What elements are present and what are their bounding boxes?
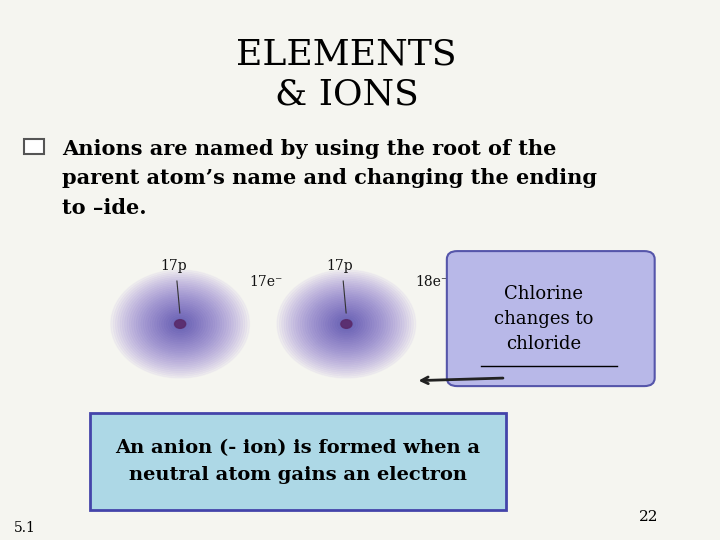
Circle shape [127, 282, 233, 366]
Circle shape [176, 320, 185, 328]
Circle shape [316, 301, 377, 347]
Circle shape [145, 297, 215, 351]
Circle shape [155, 304, 205, 344]
Circle shape [132, 286, 229, 362]
Circle shape [153, 302, 208, 346]
Circle shape [166, 313, 194, 335]
Circle shape [141, 293, 220, 355]
Circle shape [159, 308, 201, 340]
Circle shape [122, 279, 238, 369]
FancyBboxPatch shape [24, 139, 44, 154]
Circle shape [319, 302, 374, 346]
Circle shape [111, 270, 249, 378]
Circle shape [178, 322, 182, 326]
Text: ELEMENTS
& IONS: ELEMENTS & IONS [236, 38, 456, 111]
Circle shape [171, 317, 189, 331]
Circle shape [289, 279, 404, 369]
Circle shape [150, 301, 210, 347]
Circle shape [296, 285, 397, 363]
Circle shape [130, 285, 231, 363]
Circle shape [323, 306, 369, 342]
Circle shape [162, 309, 199, 339]
Circle shape [341, 320, 352, 328]
Circle shape [134, 288, 226, 360]
Circle shape [302, 290, 390, 358]
Circle shape [314, 299, 379, 349]
Circle shape [298, 286, 395, 362]
FancyBboxPatch shape [90, 413, 505, 510]
Text: An anion (- ion) is formed when a
neutral atom gains an electron: An anion (- ion) is formed when a neutra… [115, 440, 480, 484]
Text: Anions are named by using the root of the: Anions are named by using the root of th… [63, 139, 557, 159]
Circle shape [136, 290, 224, 358]
Text: 5.1: 5.1 [14, 521, 36, 535]
Circle shape [287, 277, 406, 371]
Circle shape [307, 293, 386, 355]
Circle shape [118, 275, 243, 373]
Circle shape [342, 320, 351, 328]
Circle shape [335, 315, 358, 333]
FancyBboxPatch shape [625, 254, 654, 383]
Circle shape [333, 313, 360, 335]
Circle shape [148, 299, 212, 349]
Circle shape [164, 312, 197, 336]
Text: 22: 22 [639, 510, 658, 524]
Circle shape [321, 304, 372, 344]
Circle shape [279, 272, 413, 376]
Circle shape [174, 319, 187, 329]
Circle shape [291, 281, 402, 367]
Circle shape [344, 322, 348, 326]
Text: 17e⁻: 17e⁻ [249, 275, 283, 289]
Text: 17p: 17p [326, 259, 353, 273]
Text: Chlorine
changes to
chloride: Chlorine changes to chloride [494, 285, 593, 353]
Text: 17p: 17p [160, 259, 186, 273]
Circle shape [339, 319, 354, 329]
Circle shape [138, 292, 222, 356]
Circle shape [310, 295, 383, 353]
Circle shape [284, 275, 409, 373]
Circle shape [115, 274, 245, 374]
Circle shape [293, 282, 400, 366]
Circle shape [120, 277, 240, 371]
Circle shape [143, 295, 217, 353]
Text: to –ide.: to –ide. [63, 198, 147, 218]
Circle shape [168, 315, 192, 333]
Circle shape [125, 281, 235, 367]
Circle shape [174, 320, 186, 328]
Circle shape [300, 288, 392, 360]
Text: 18e⁻: 18e⁻ [415, 275, 449, 289]
Circle shape [337, 317, 356, 331]
FancyBboxPatch shape [447, 251, 654, 386]
Circle shape [277, 270, 415, 378]
Circle shape [330, 312, 363, 336]
Circle shape [312, 297, 381, 351]
Circle shape [282, 274, 411, 374]
Circle shape [157, 306, 203, 342]
Text: parent atom’s name and changing the ending: parent atom’s name and changing the endi… [63, 168, 598, 188]
Circle shape [113, 272, 247, 376]
Circle shape [328, 309, 365, 339]
Circle shape [325, 308, 367, 340]
Circle shape [305, 292, 388, 356]
